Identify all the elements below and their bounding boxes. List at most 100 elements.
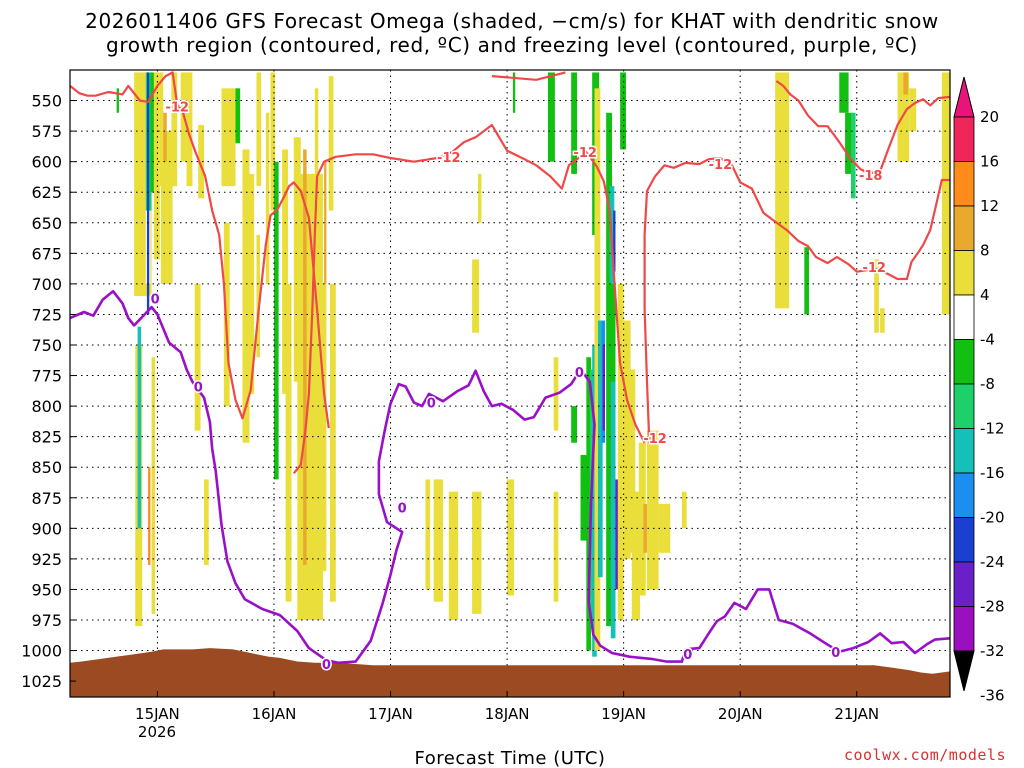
colorbar-label: 8 [980, 242, 990, 260]
dgz-minus12-contour [643, 156, 950, 443]
colorbar-label: 20 [980, 108, 999, 126]
omega-shaded-cell [472, 491, 482, 614]
y-tick-label: 725 [31, 305, 62, 324]
contour-label: 0 [427, 396, 436, 411]
y-tick-label: 750 [31, 336, 62, 355]
omega-shaded-cell [265, 112, 270, 284]
x-tick-label: 18JAN [485, 705, 530, 723]
omega-shaded-cell [839, 72, 849, 113]
omega-shaded-cell [273, 161, 279, 480]
omega-shaded-cell [303, 149, 307, 565]
omega-shaded-cell [845, 112, 854, 174]
x-axis-title: Forecast Time (UTC) [415, 748, 606, 768]
omega-shaded-cell [320, 283, 327, 572]
colorbar-label: -24 [980, 553, 1005, 571]
omega-shaded-cell [163, 112, 167, 162]
y-tick-label: 900 [31, 519, 62, 538]
omega-shaded-cell [204, 479, 209, 565]
omega-shaded-cell [646, 430, 659, 590]
omega-shaded-cell [775, 72, 790, 309]
omega-shaded-cell [256, 72, 262, 187]
omega-shaded-cell [151, 357, 156, 614]
omega-shaded-cell [312, 222, 318, 602]
omega-shaded-cell [258, 430, 262, 492]
x-axis: 15JAN 16JAN 17JAN 18JAN 19JAN 20JAN 21JAN [135, 691, 879, 723]
colorbar-segment [953, 383, 975, 429]
y-tick-label: 650 [31, 214, 62, 233]
colorbar-label: -32 [980, 642, 1005, 660]
omega-shaded-cell [194, 283, 201, 431]
y-tick-label: 825 [31, 428, 62, 447]
omega-shaded-cell [617, 283, 624, 620]
contour-label: 0 [831, 646, 840, 661]
contour-label: -12 [709, 158, 733, 173]
colorbar-bottom-arrow [953, 650, 975, 692]
omega-shaded-cell [571, 72, 578, 174]
omega-shaded-cell [329, 283, 336, 602]
contour-label-layer: -12 -12 -12 -12 -12 -18 -12 0 0 0 0 0 0 0 0 [149, 99, 887, 674]
colorbar-segment [953, 606, 975, 652]
y-tick-label: 1000 [21, 642, 62, 661]
colorbar-segment [953, 161, 975, 207]
omega-shaded-cell [150, 72, 154, 193]
y-tick-label: 925 [31, 550, 62, 569]
dgz-minus12-contour [292, 123, 646, 474]
contour-label: 0 [151, 293, 160, 308]
omega-shaded-cell [941, 72, 950, 315]
omega-shaded-cell [235, 88, 241, 144]
omega-shaded-cell [553, 491, 559, 602]
colorbar-label: -28 [980, 598, 1005, 616]
y-tick-label: 600 [31, 153, 62, 172]
omega-shaded-cell [282, 149, 288, 394]
y-tick-label: 800 [31, 397, 62, 416]
y-axis: 550 575 600 625 650 675 700 725 750 775 800 825 850 8… [21, 92, 76, 691]
omega-shaded-cell [137, 326, 142, 529]
contour-label: -18 [859, 169, 883, 184]
omega-shaded-cell [186, 72, 193, 187]
omega-shaded-cell [247, 173, 255, 394]
terrain-layer [70, 648, 950, 697]
omega-shaded-cell [116, 88, 119, 113]
colorbar-label: -16 [980, 464, 1005, 482]
omega-shaded-cell [606, 112, 612, 284]
colorbar-segment [953, 294, 975, 340]
y-tick-label: 675 [31, 244, 62, 263]
contour-layer [70, 71, 950, 665]
x-tick-label: 16JAN [252, 705, 297, 723]
omega-shaded-cell [681, 491, 687, 529]
freezing-level-contour [70, 289, 950, 665]
omega-shaded-cell [874, 259, 879, 333]
y-tick-label: 700 [31, 275, 62, 294]
x-tick-label: 20JAN [718, 705, 763, 723]
colorbar-segment [953, 472, 975, 518]
omega-shaded-cell [547, 72, 555, 162]
credit-text: coolwx.com/models [844, 746, 1006, 764]
colorbar-label: -20 [980, 509, 1005, 527]
omega-shaded-cell [903, 72, 909, 95]
omega-shaded-cell [598, 320, 603, 578]
omega-shaded-cell [643, 503, 647, 553]
colorbar-label: -36 [980, 687, 1005, 705]
omega-shaded-cell [602, 345, 605, 431]
colorbar-label: 12 [980, 197, 999, 215]
omega-shaded-cell [328, 76, 334, 211]
omega-shaded-cell [524, 72, 529, 162]
dgz-minus12-contour [775, 80, 950, 174]
omega-shaded-cell [571, 406, 578, 443]
x-tick-label: 19JAN [601, 705, 646, 723]
colorbar: 20 16 12 8 4 -4 -8 -12 -16 -20 -24 -28 -32 -36 [953, 76, 1005, 705]
contour-label: -12 [573, 146, 597, 161]
colorbar-segment [953, 428, 975, 474]
omega-shaded-cell [314, 88, 319, 211]
omega-shaded-cell [256, 235, 260, 358]
omega-shaded-cell [623, 320, 631, 559]
y-tick-label: 975 [31, 611, 62, 630]
colorbar-segment [953, 116, 975, 162]
colorbar-label: -12 [980, 420, 1005, 438]
colorbar-segment [953, 205, 975, 251]
colorbar-label: 16 [980, 153, 999, 171]
omega-shaded-cell [638, 442, 646, 596]
y-tick-label: 950 [31, 580, 62, 599]
colorbar-label: 4 [980, 286, 990, 304]
